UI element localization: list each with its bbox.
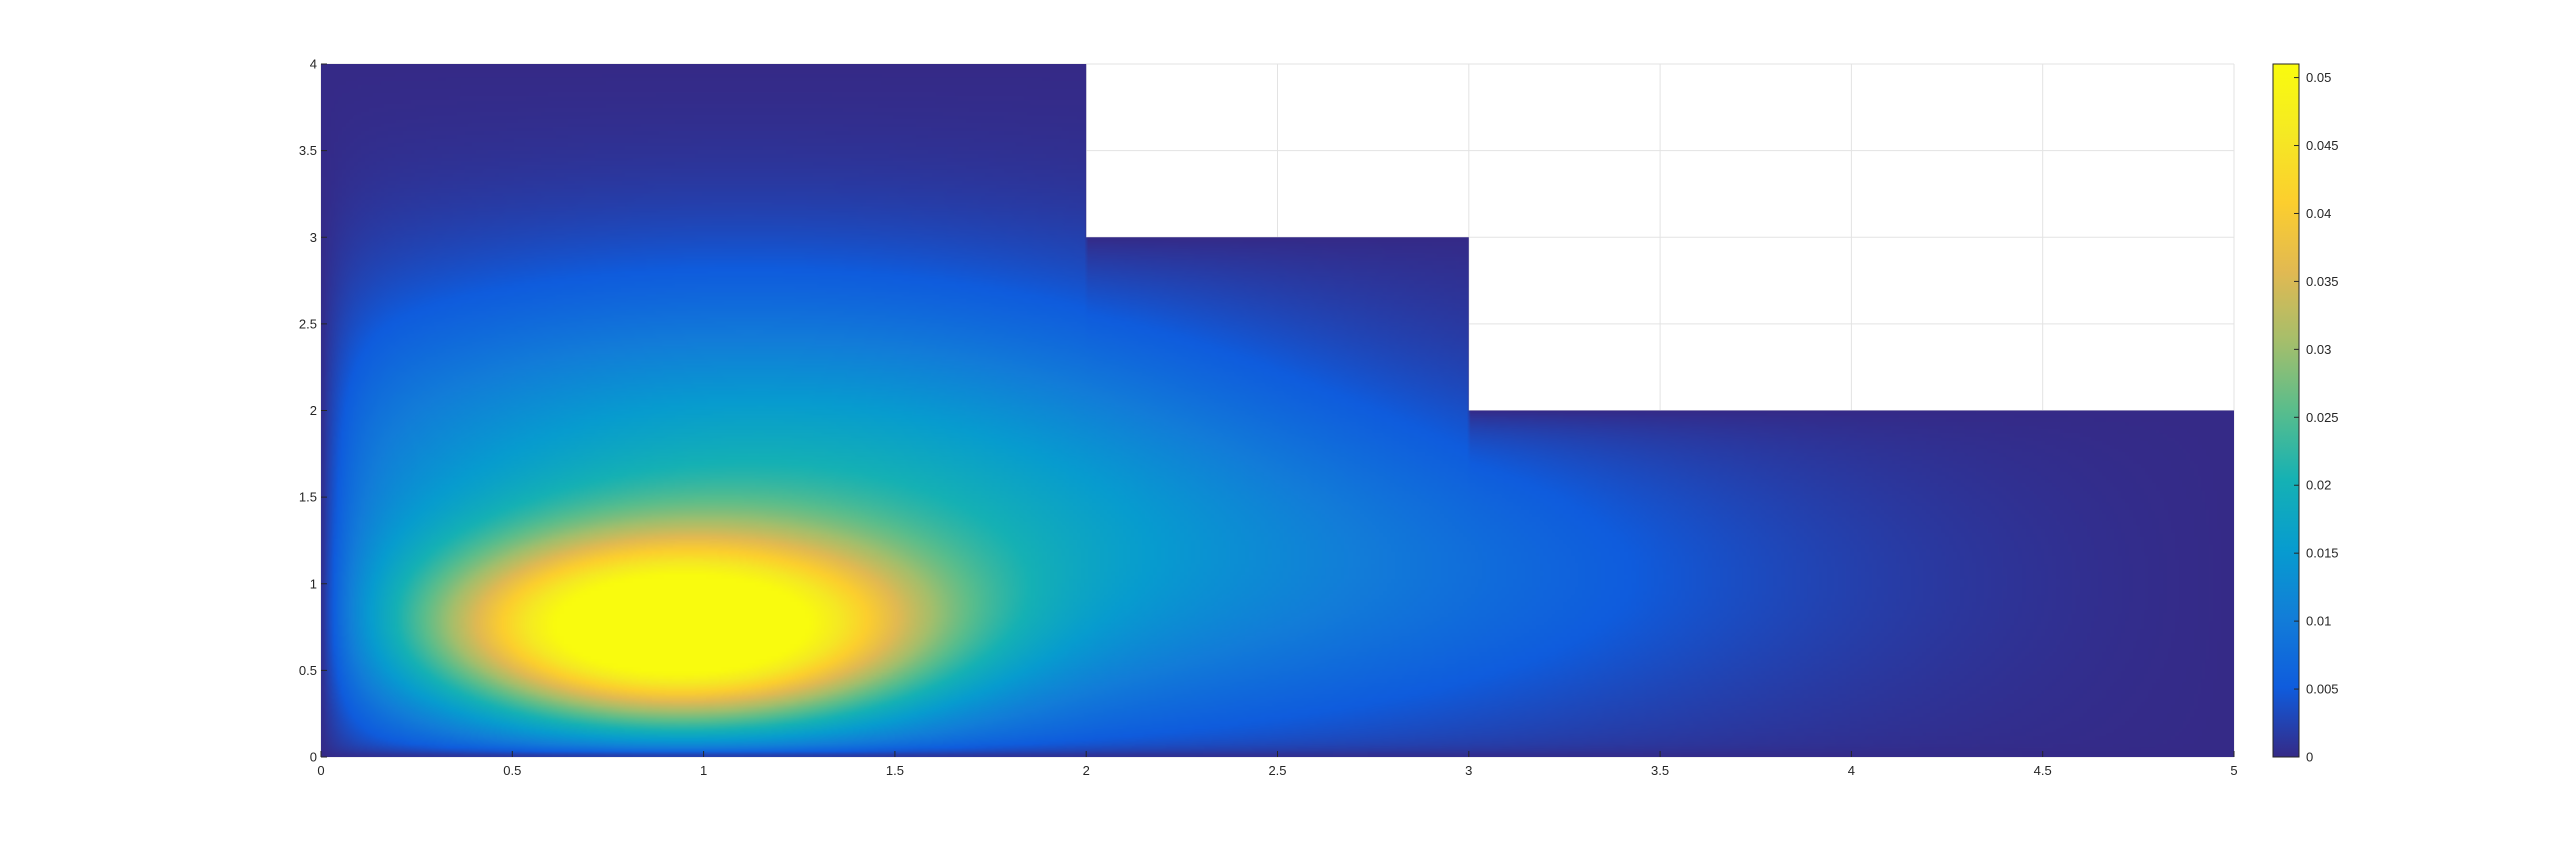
colorbar-tick-label: 0.04 xyxy=(2306,206,2331,221)
colorbar-tick-label: 0.02 xyxy=(2306,478,2331,493)
x-tick-label: 1 xyxy=(700,763,707,778)
x-tick-label: 0 xyxy=(317,763,324,778)
x-tick-label: 3.5 xyxy=(1651,763,1669,778)
y-tick-label: 2 xyxy=(310,403,317,418)
y-tick-label: 3 xyxy=(310,230,317,245)
x-tick-label: 1.5 xyxy=(886,763,904,778)
y-tick-label: 2.5 xyxy=(299,316,317,331)
colorbar-tick-label: 0.01 xyxy=(2306,614,2331,629)
colorbar-tick-label: 0.015 xyxy=(2306,546,2339,561)
x-tick-label: 4 xyxy=(1848,763,1855,778)
x-tick-label: 4.5 xyxy=(2034,763,2052,778)
colorbar-tick-label: 0.005 xyxy=(2306,682,2339,697)
x-tick-label: 2.5 xyxy=(1268,763,1286,778)
x-tick-label: 3 xyxy=(1465,763,1472,778)
y-tick-label: 3.5 xyxy=(299,143,317,158)
x-tick-label: 5 xyxy=(2230,763,2237,778)
y-axis-ticks: 0 0.5 1 1.5 2 2.5 3 3.5 4 xyxy=(299,57,327,765)
y-tick-label: 1 xyxy=(310,576,317,591)
x-axis-ticks: 0 0.5 1 1.5 2 2.5 3 3.5 4 4.5 5 xyxy=(317,751,2238,778)
colorbar-tick-label: 0.035 xyxy=(2306,274,2339,289)
colorbar: 0 0.005 0.01 0.015 0.02 0.025 0.03 0.035 0.04 0.0… xyxy=(2272,63,2339,765)
y-tick-label: 4 xyxy=(310,57,317,72)
colorbar-tick-label: 0.05 xyxy=(2306,70,2331,85)
x-tick-label: 0.5 xyxy=(503,763,521,778)
y-tick-label: 0 xyxy=(310,750,317,765)
colorbar-tick-label: 0 xyxy=(2306,750,2313,765)
colorbar-tick-label: 0.045 xyxy=(2306,138,2339,153)
y-tick-label: 1.5 xyxy=(299,490,317,505)
plot-area: 0 0.5 1 1.5 2 2.5 3 3.5 4 4.5 5 0 0.5 1 1.5 2 2.5 3 3.5 4 xyxy=(299,57,2238,779)
colorbar-tick-label: 0.025 xyxy=(2306,410,2339,425)
colorbar-tick-label: 0.03 xyxy=(2306,342,2331,357)
colorbar-gradient xyxy=(2272,63,2300,758)
y-tick-label: 0.5 xyxy=(299,663,317,678)
x-tick-label: 2 xyxy=(1083,763,1090,778)
colorbar-ticks: 0 0.005 0.01 0.015 0.02 0.025 0.03 0.035 0.04 0.0… xyxy=(2294,70,2339,765)
